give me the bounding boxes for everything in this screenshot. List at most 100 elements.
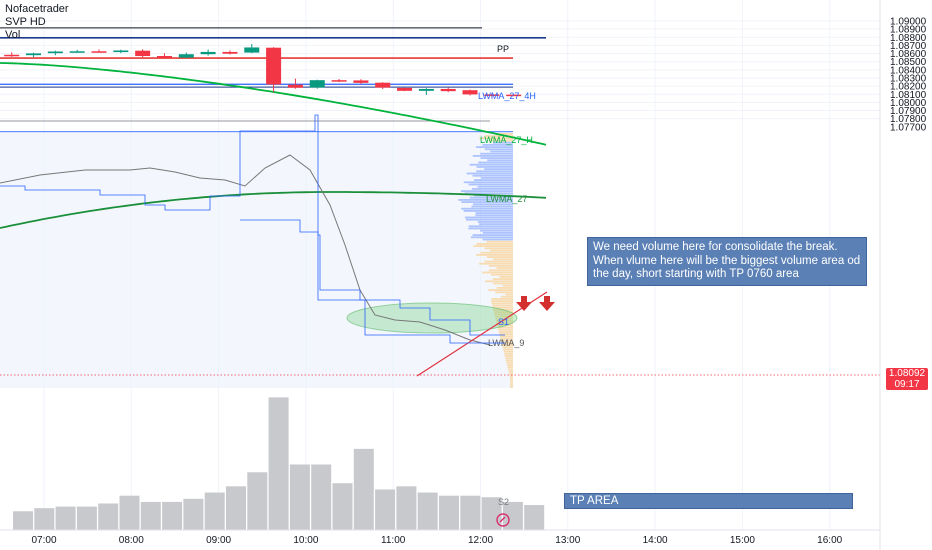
profile-bar — [472, 234, 513, 236]
time-tick-label: 08:00 — [119, 535, 144, 546]
lwma27-label: LWMA_27 — [486, 194, 527, 204]
volume-indicator-label: Vol — [5, 29, 21, 41]
profile-bar — [468, 225, 513, 228]
volume-bar — [98, 503, 119, 530]
profile-bar — [476, 170, 513, 173]
profile-bar — [491, 298, 513, 300]
profile-bar — [460, 190, 513, 192]
profile-bar — [486, 256, 513, 258]
profile-bar — [502, 284, 513, 287]
volume-bar — [375, 489, 396, 530]
gauge-icon[interactable] — [496, 513, 510, 527]
profile-bar — [495, 133, 513, 135]
profile-bar — [484, 135, 513, 137]
volume-bars — [13, 397, 545, 530]
lwma-9-line — [0, 154, 491, 346]
price-tick-label: 1.09000 — [890, 17, 927, 28]
profile-bar — [488, 289, 513, 291]
volume-bar — [34, 508, 55, 530]
profile-bar — [495, 317, 513, 320]
price-tick-label: 1.08500 — [890, 57, 927, 68]
profile-bar — [487, 159, 513, 162]
profile-bar — [499, 276, 513, 278]
volume-bar — [268, 397, 289, 530]
s2-label: S2 — [498, 497, 509, 507]
tp-area-box[interactable]: TP AREA — [564, 493, 853, 509]
profile-bar — [477, 185, 513, 188]
current-price-value: 1.08092 — [888, 368, 926, 379]
profile-bar — [488, 139, 513, 142]
candle-body — [287, 84, 303, 88]
time-tick-label: 16:00 — [817, 535, 842, 546]
candle-body — [506, 94, 522, 97]
profile-bar — [493, 282, 513, 285]
candle-body — [200, 51, 216, 55]
candle-body — [69, 51, 85, 53]
volume-bar — [439, 495, 459, 530]
price-axis[interactable]: 1.090001.089001.088001.087001.086001.085… — [879, 0, 927, 550]
price-tick-label: 1.07700 — [890, 122, 927, 133]
volume-bar — [204, 492, 225, 530]
profile-bar — [470, 236, 513, 239]
time-tick-label: 14:00 — [643, 535, 668, 546]
candles — [4, 43, 522, 98]
volume-bar — [140, 501, 161, 530]
profile-bar — [485, 280, 513, 283]
candle-body — [462, 90, 478, 95]
profile-bar — [491, 300, 513, 302]
current-price-tag: 1.08092 09:17 — [886, 368, 928, 390]
profile-bar — [458, 199, 513, 201]
profile-bar — [504, 355, 513, 357]
profile-bar — [466, 172, 513, 175]
arrow-down-icon — [516, 296, 532, 311]
lwma27-h-label: LWMA_27_H — [480, 135, 533, 145]
profile-bar — [473, 245, 513, 247]
time-tick-label: 13:00 — [555, 535, 580, 546]
profile-bar — [476, 146, 513, 148]
profile-bar — [492, 306, 513, 309]
volume-bar — [76, 506, 97, 530]
lwma27-4h-label: LWMA_27_4H — [478, 91, 536, 101]
profile-bar — [510, 381, 513, 384]
time-tick-label: 12:00 — [468, 535, 493, 546]
channel-lower-step-line — [240, 219, 505, 344]
time-tick-label: 10:00 — [293, 535, 318, 546]
profile-bar — [491, 273, 513, 276]
candle-body — [309, 80, 325, 88]
profile-bar — [493, 311, 513, 313]
time-axis[interactable]: 07:00 08:00 09:00 10:00 11:00 12:00 13:00 14:00… — [0, 529, 880, 546]
profile-bar — [465, 218, 513, 221]
profile-bar — [482, 238, 513, 241]
profile-bar — [509, 372, 513, 375]
profile-bar — [476, 243, 513, 245]
profile-bar — [508, 368, 513, 371]
time-tick-label: 15:00 — [730, 535, 755, 546]
profile-bar — [492, 304, 513, 307]
profile-bar — [463, 210, 513, 212]
price-tick-label: 1.08200 — [890, 82, 927, 93]
session-range-box — [0, 131, 513, 388]
profile-bar — [501, 342, 513, 344]
candle-body — [266, 47, 282, 85]
profile-bar — [500, 339, 513, 342]
candle-body — [178, 54, 194, 58]
profile-bar — [482, 232, 513, 234]
profile-bar — [503, 348, 513, 351]
time-tick-label: 07:00 — [31, 535, 56, 546]
profile-bar — [480, 157, 513, 159]
profile-bar — [472, 203, 513, 206]
profile-bar — [507, 366, 513, 368]
profile-bar — [480, 229, 513, 232]
volume-bar — [417, 492, 438, 530]
volume-profile — [458, 133, 513, 388]
price-tick-label: 1.08700 — [890, 41, 927, 52]
analysis-note[interactable]: We need volume here for consolidate the … — [587, 237, 867, 286]
profile-bar — [499, 333, 513, 335]
candle-body — [222, 51, 238, 54]
profile-bar — [469, 163, 513, 166]
profile-bar — [496, 320, 513, 322]
channel-step-line — [0, 114, 505, 336]
profile-bar — [510, 379, 513, 382]
candle-body — [26, 53, 42, 56]
